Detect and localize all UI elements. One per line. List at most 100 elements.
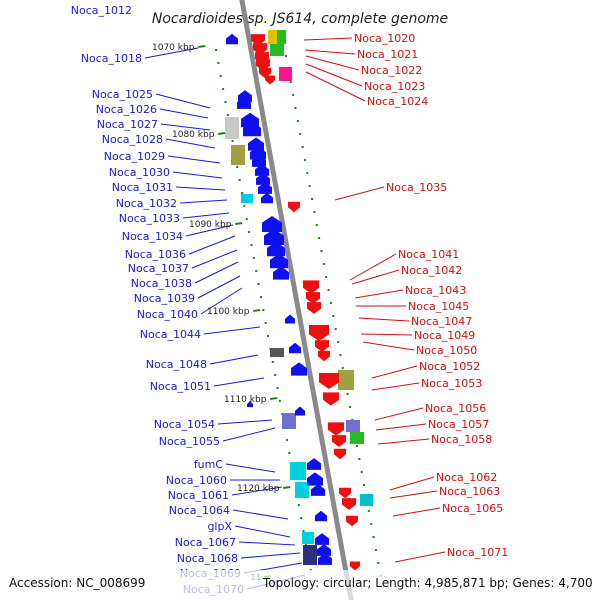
gene-label-right: Noca_1071 <box>447 546 508 559</box>
gene-arrow-plus <box>307 458 321 470</box>
label-leader-right <box>392 507 441 517</box>
gene-label-left: Noca_1033 <box>119 212 180 225</box>
gene-label-left: Noca_1039 <box>134 292 195 305</box>
gene-arrow-plus <box>256 173 270 185</box>
feature-block <box>270 44 284 56</box>
gene-arrow-plus <box>291 362 307 376</box>
gene-arrow-minus <box>251 34 265 46</box>
gene-arrow-plus <box>315 533 329 545</box>
label-leader-right <box>389 490 438 499</box>
map-title: Nocardioides sp. JS614, complete genome <box>152 11 448 27</box>
label-leader-left <box>160 123 211 131</box>
gene-arrow-plus <box>238 90 252 102</box>
gene-arrow-minus <box>342 498 356 510</box>
label-leader-right <box>303 37 353 41</box>
gene-arrow-plus <box>252 155 266 167</box>
feature-block <box>302 532 314 544</box>
label-leader-right <box>334 186 385 201</box>
gene-arrow-plus <box>248 137 264 151</box>
label-leader-left <box>197 275 241 299</box>
gene-label-left: Noca_1032 <box>116 197 177 210</box>
label-leader-left <box>217 419 273 425</box>
gene-arrow-plus <box>285 314 295 324</box>
gene-label-right: Noca_1021 <box>357 48 418 61</box>
gene-label-left: Noca_1030 <box>109 166 170 179</box>
label-leader-left <box>185 224 234 237</box>
gene-label-right: Noca_1057 <box>428 418 489 431</box>
gene-label-left: Noca_1067 <box>175 536 236 549</box>
label-leader-left <box>203 326 261 335</box>
gene-arrow-minus <box>288 201 300 213</box>
gene-label-right: Noca_1047 <box>411 315 472 328</box>
feature-block <box>360 494 373 506</box>
gene-label-left: Noca_1018 <box>81 52 142 65</box>
gene-arrow-plus <box>247 400 253 408</box>
feature-blocks <box>225 30 373 565</box>
label-leader-right <box>351 269 400 285</box>
gene-label-left: Noca_1068 <box>177 552 238 565</box>
gene-arrow-minus <box>350 561 360 571</box>
accession-text: Accession: NC_008699 <box>9 576 145 590</box>
gene-arrow-plus <box>261 192 273 204</box>
gene-arrow-plus <box>237 97 251 109</box>
label-leader-left <box>191 249 238 269</box>
feature-block <box>231 145 245 165</box>
gene-arrow-minus <box>309 325 329 341</box>
label-leader-right <box>358 317 410 322</box>
gene-label-left: glpX <box>207 520 232 533</box>
gene-arrow-plus <box>307 472 323 486</box>
gene-labels: Noca_1012 Noca_1018 Noca_1025 Noca_1026 Noca… <box>71 4 509 596</box>
label-leader-right <box>305 55 360 71</box>
label-leader-left <box>172 171 223 179</box>
label-leader-right <box>371 365 418 379</box>
gene-label-left: Noca_1040 <box>137 308 198 321</box>
label-leader-left <box>155 93 211 109</box>
gene-arrow-minus <box>307 302 321 314</box>
label-leader-left <box>159 108 209 119</box>
feature-block <box>225 117 239 139</box>
genome-axis <box>239 0 354 600</box>
gene-label-right: Noca_1050 <box>416 344 477 357</box>
label-leader-left <box>194 261 239 284</box>
gene-label-left: Noca_1027 <box>97 118 158 131</box>
label-leader-right <box>304 49 356 55</box>
feature-block <box>338 370 354 390</box>
gene-label-left: Noca_1051 <box>150 380 211 393</box>
gene-arrow-plus <box>289 342 301 354</box>
gene-arrow-plus <box>295 406 305 416</box>
gene-arrow-plus <box>226 33 238 45</box>
gene-arrow-minus <box>315 340 329 352</box>
gene-arrow-plus <box>270 253 288 269</box>
scale-mark-label: 1100 kbp <box>207 307 250 317</box>
gene-arrow-plus <box>318 553 332 565</box>
feature-block <box>279 67 292 81</box>
gene-arrow-plus <box>255 164 269 176</box>
gene-arrows <box>226 33 360 571</box>
gene-label-left: Noca_1037 <box>128 262 189 275</box>
gene-arrow-plus <box>315 510 327 522</box>
label-leader-left <box>238 541 296 546</box>
gene-label-right: Noca_1043 <box>405 284 466 297</box>
label-leader-right <box>371 382 420 391</box>
scale-mark-label: 1090 kbp <box>189 220 232 230</box>
label-leader-left <box>165 138 216 149</box>
label-leader-left <box>213 377 265 387</box>
gene-arrow-minus <box>253 43 267 55</box>
label-leader-left <box>188 235 236 255</box>
gene-label-left: Noca_1031 <box>112 181 173 194</box>
gene-arrow-plus <box>264 229 284 245</box>
gene-arrow-plus <box>262 216 282 232</box>
feature-block <box>346 420 360 432</box>
feature-block <box>277 30 286 44</box>
scale-mark-label: 1120 kbp <box>237 484 280 494</box>
gene-label-left: Noca_1061 <box>168 489 229 502</box>
gene-arrow-plus <box>311 484 325 496</box>
gene-label-right: Noca_1049 <box>414 329 475 342</box>
label-leader-left <box>144 47 199 59</box>
feature-block <box>282 413 296 429</box>
scale-mark-tick <box>270 397 278 400</box>
label-leader-right <box>305 71 366 102</box>
label-leader-right <box>305 63 363 87</box>
gene-label-right: Noca_1053 <box>421 377 482 390</box>
